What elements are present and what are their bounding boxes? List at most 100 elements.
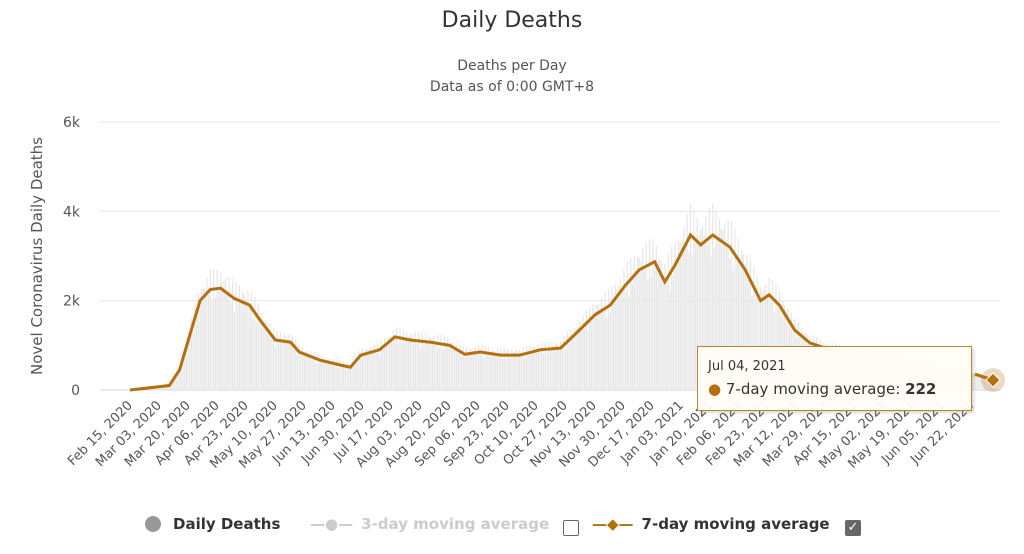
daily-deaths-bar [710, 256, 712, 390]
daily-deaths-bar [628, 296, 630, 390]
daily-deaths-bar [223, 281, 225, 390]
series-dot-icon: ● [708, 380, 722, 398]
daily-deaths-bar [501, 359, 504, 390]
tooltip-date: Jul 04, 2021 [708, 359, 786, 374]
daily-deaths-bar [281, 340, 283, 390]
daily-deaths-bar [568, 343, 570, 390]
daily-deaths-bar [597, 304, 599, 390]
daily-deaths-bar [479, 354, 481, 390]
daily-deaths-bar [170, 383, 172, 390]
daily-deaths-bar [578, 321, 581, 390]
7-day-moving-average-line[interactable] [129, 232, 832, 392]
daily-deaths-bar [701, 226, 704, 390]
daily-deaths-bar [725, 243, 728, 390]
daily-deaths-bar [332, 358, 334, 390]
daily-deaths-bar [633, 256, 635, 390]
daily-deaths-bar [698, 235, 700, 390]
daily-deaths-bar [254, 297, 256, 390]
daily-deaths-bar [249, 306, 251, 390]
daily-deaths-bar [363, 354, 365, 390]
daily-deaths-bar [763, 289, 765, 390]
daily-deaths-bar [739, 257, 741, 390]
daily-deaths-bar [331, 362, 333, 390]
daily-deaths-bar [226, 291, 229, 390]
daily-deaths-bar [561, 348, 563, 390]
daily-deaths-bar [471, 350, 473, 390]
daily-deaths-bar [613, 300, 615, 390]
legend-label: Daily Deaths [173, 515, 281, 533]
daily-deaths-bar [360, 358, 362, 390]
daily-deaths-bar [669, 290, 671, 390]
checkbox-3-day[interactable] [563, 520, 579, 536]
daily-deaths-bar [607, 289, 610, 390]
daily-deaths-bar [573, 327, 575, 390]
chart-subtitle-date: Data as of 0:00 GMT+8 [429, 79, 595, 95]
daily-deaths-bar [693, 209, 695, 390]
daily-deaths-bar [266, 321, 268, 390]
daily-deaths-bar [751, 296, 753, 390]
daily-deaths-bar [307, 351, 309, 390]
daily-deaths-bar [469, 348, 471, 390]
daily-deaths-bar [508, 355, 510, 390]
daily-deaths-bar [626, 261, 628, 390]
daily-deaths-bar [631, 283, 634, 390]
y-tick-label: 6k [63, 115, 81, 131]
daily-deaths-bar [175, 372, 177, 390]
checkbox-7-day-checked[interactable]: ✓ [845, 520, 861, 536]
tooltip-row: ● 7-day moving average: 222 [708, 380, 937, 398]
daily-deaths-bar [322, 360, 324, 390]
daily-deaths-bar [351, 361, 353, 390]
daily-deaths-bar [527, 355, 529, 390]
daily-deaths-bar [219, 273, 222, 390]
daily-deaths-bar [421, 331, 423, 390]
daily-deaths-bar [255, 322, 258, 390]
y-tick-label: 0 [71, 383, 80, 399]
daily-deaths-bar [621, 288, 623, 390]
daily-deaths-bar [187, 331, 189, 390]
daily-deaths-bar [758, 297, 760, 390]
daily-deaths-bar [160, 386, 162, 390]
daily-deaths-bar [447, 337, 449, 390]
daily-deaths-bar [978, 377, 980, 390]
daily-deaths-bar [684, 246, 686, 390]
daily-deaths-bar [522, 347, 524, 390]
daily-deaths-bar [413, 338, 415, 390]
daily-deaths-bar [182, 355, 184, 390]
daily-deaths-bar [478, 345, 480, 390]
daily-deaths-bar [583, 330, 586, 390]
legend-item-7-day[interactable]: —◆— 7-day moving average [592, 515, 830, 533]
daily-deaths-bar [189, 339, 191, 390]
daily-deaths-bar [753, 266, 755, 390]
y-axis-title: Novel Coronavirus Daily Deaths [28, 137, 46, 375]
daily-deaths-bar [977, 373, 979, 390]
daily-deaths-bar [570, 329, 572, 390]
daily-deaths-bar [349, 366, 352, 390]
daily-deaths-bar [291, 335, 293, 390]
daily-deaths-bar [163, 385, 165, 390]
daily-deaths-bar [196, 315, 198, 390]
daily-deaths-bar [173, 378, 176, 390]
daily-deaths-bar [642, 249, 644, 390]
daily-deaths-bar [302, 347, 304, 390]
daily-deaths-bar [768, 278, 770, 390]
legend-item-daily-deaths[interactable]: Daily Deaths [145, 515, 280, 533]
daily-deaths-bar [390, 336, 393, 390]
daily-deaths-bar [356, 362, 358, 390]
daily-deaths-bar [414, 332, 416, 390]
daily-deaths-bar [696, 217, 698, 390]
daily-deaths-bar [264, 320, 266, 390]
daily-deaths-bar [736, 262, 738, 390]
daily-deaths-bar [577, 327, 579, 390]
daily-deaths-bar [185, 346, 187, 390]
daily-deaths-bar [713, 248, 716, 390]
diamond-marker[interactable] [985, 372, 1001, 388]
daily-deaths-bar [744, 263, 746, 390]
daily-deaths-bar [433, 335, 435, 390]
daily-deaths-bar [165, 385, 167, 390]
daily-deaths-bar [462, 345, 464, 390]
legend-item-3-day[interactable]: —●— 3-day moving average [310, 515, 549, 533]
daily-deaths-bar [315, 362, 317, 390]
daily-deaths-bar [988, 378, 991, 390]
daily-deaths-bar [180, 361, 182, 390]
daily-deaths-bar [276, 330, 278, 390]
